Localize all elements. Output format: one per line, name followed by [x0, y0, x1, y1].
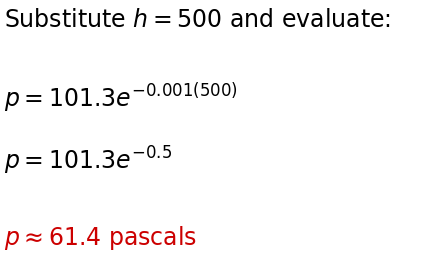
Text: Substitute $h = 500$ and evaluate:: Substitute $h = 500$ and evaluate:	[4, 8, 391, 31]
Text: $p = 101.3e^{-0.001(500)}$: $p = 101.3e^{-0.001(500)}$	[4, 81, 238, 115]
Text: $p \approx 61.4$ pascals: $p \approx 61.4$ pascals	[4, 224, 197, 251]
Text: $p = 101.3e^{-0.5}$: $p = 101.3e^{-0.5}$	[4, 145, 172, 177]
